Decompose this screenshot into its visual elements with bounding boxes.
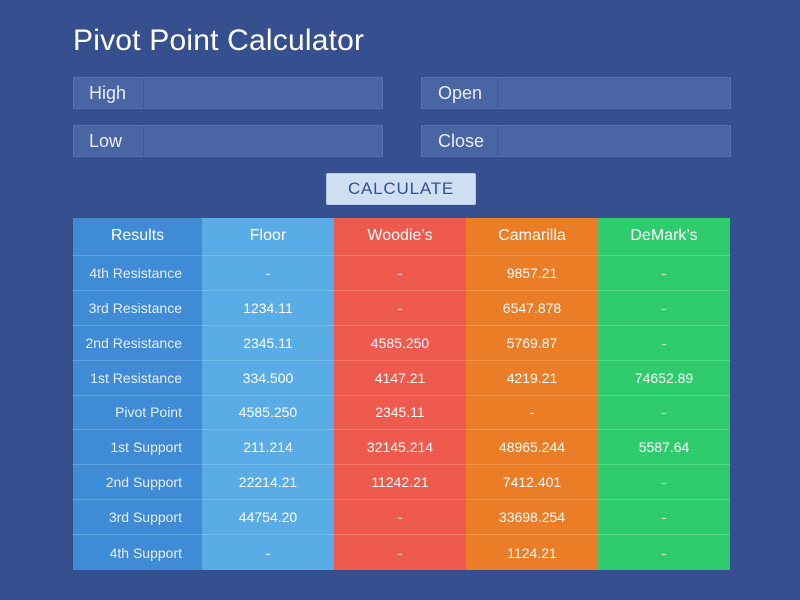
low-label: Low [74,126,144,156]
camarilla-value: 9857.21 [466,256,598,291]
header-woodie: Woodie’s [334,218,466,256]
high-label: High [74,78,144,108]
row-label: 2nd Support [73,465,202,501]
woodie-value: 4147.21 [334,361,466,396]
woodie-value: 11242.21 [334,465,466,501]
camarilla-value: - [466,396,598,431]
camarilla-value: 1124.21 [507,544,557,561]
demark-value: - [598,500,730,536]
header-results: Results [73,218,202,256]
camarilla-value: 33698.254 [466,500,598,536]
row-label: 1st Support [73,430,202,466]
open-label: Open [422,78,498,108]
row-label: 2nd Resistance [73,326,202,361]
camarilla-value: 5769.87 [466,326,598,361]
floor-value: 1234.11 [202,291,334,326]
header-demark: DeMark’s [598,218,730,256]
floor-value: - [202,256,334,291]
open-field: Open [421,77,731,109]
woodie-value: 32145.214 [334,430,466,466]
woodie-column: Woodie’s - - 4585.250 4147.21 2345.11 32… [334,218,466,570]
header-floor: Floor [202,218,334,256]
row-label: 3rd Support [73,500,202,536]
high-field: High [73,77,383,109]
floor-column: Floor - 1234.11 2345.11 334.500 4585.250… [202,218,334,570]
results-column: Results 4th Resistance 3rd Resistance 2n… [73,218,202,570]
camarilla-value: 4219.21 [466,361,598,396]
row-label: 3rd Resistance [73,291,202,326]
header-camarilla: Camarilla [466,218,598,256]
camarilla-value: 6547.878 [466,291,598,326]
demark-value: - [598,326,730,361]
camarilla-value: 48965.244 [466,430,598,466]
floor-value: 334.500 [202,361,334,396]
floor-value: - [265,544,271,561]
camarilla-value: 7412.401 [466,465,598,501]
demark-value: - [598,256,730,291]
floor-value: 22214.21 [202,465,334,501]
close-input[interactable] [498,126,730,156]
demark-value: 74652.89 [598,361,730,396]
demark-value: - [661,544,667,561]
floor-value: 2345.11 [202,326,334,361]
woodie-value: 4585.250 [334,326,466,361]
demark-value: - [598,465,730,501]
woodie-value: - [397,544,403,561]
open-input[interactable] [498,78,730,108]
low-field: Low [73,125,383,157]
woodie-value: 2345.11 [334,396,466,431]
demark-column: DeMark’s - - - 74652.89 - 5587.64 - - - [598,218,730,570]
woodie-value: - [334,291,466,326]
woodie-value: - [334,500,466,536]
row-label: 4th Support [109,544,182,561]
floor-value: 211.214 [202,430,334,466]
row-label: Pivot Point [73,396,202,431]
demark-value: - [598,396,730,431]
close-field: Close [421,125,731,157]
floor-value: 44754.20 [202,500,334,536]
demark-value: 5587.64 [598,430,730,466]
row-label: 4th Resistance [73,256,202,291]
woodie-value: - [334,256,466,291]
calculate-button[interactable]: CALCULATE [326,173,476,205]
demark-value: - [598,291,730,326]
page-title: Pivot Point Calculator [73,24,365,57]
results-table: Results 4th Resistance 3rd Resistance 2n… [73,218,730,570]
close-label: Close [422,126,498,156]
low-input[interactable] [144,126,382,156]
high-input[interactable] [144,78,382,108]
row-label: 1st Resistance [73,361,202,396]
floor-value: 4585.250 [202,396,334,431]
camarilla-column: Camarilla 9857.21 6547.878 5769.87 4219.… [466,218,598,570]
